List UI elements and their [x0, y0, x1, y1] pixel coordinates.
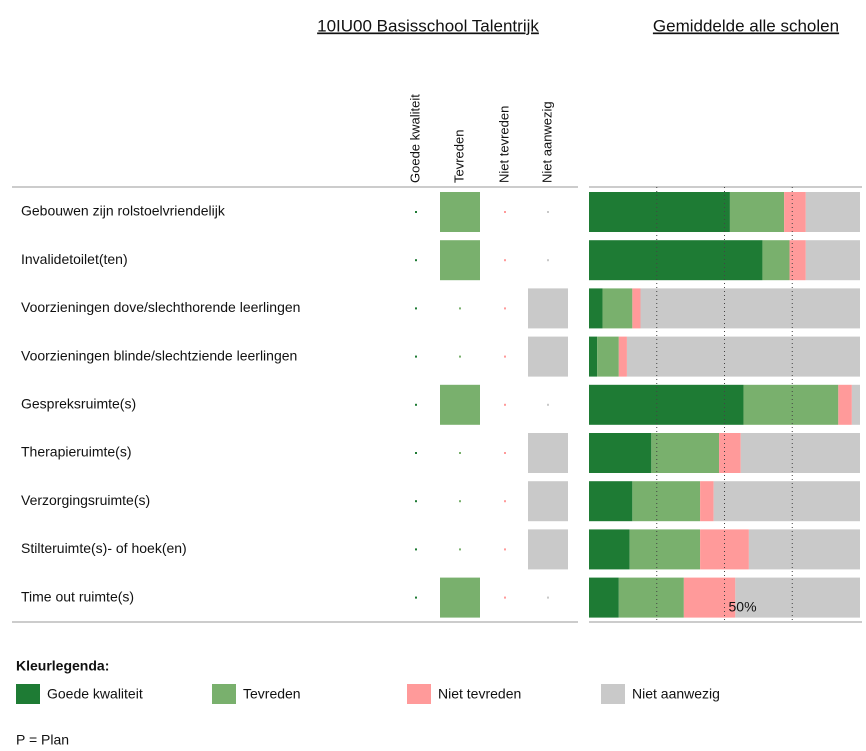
status-cell — [440, 577, 480, 618]
status-dot — [415, 596, 417, 599]
row-label: Gespreksruimte(s) — [21, 396, 136, 412]
bar-segment — [629, 529, 701, 570]
bar-segment — [589, 192, 730, 232]
row-label: Voorzieningen blinde/slechtziende leerli… — [21, 347, 297, 363]
status-cell — [528, 336, 568, 377]
bar-segment — [618, 577, 684, 618]
status-cell — [528, 481, 568, 522]
status-dot — [415, 548, 417, 551]
status-dot — [415, 403, 417, 406]
bar-segment — [589, 529, 630, 570]
school-title: 10IU00 Basisschool Talentrijk — [317, 16, 539, 35]
legend-label: Tevreden — [243, 686, 301, 702]
column-header: Goede kwaliteit — [407, 94, 422, 183]
status-dot — [504, 452, 506, 454]
bar-segment — [589, 288, 603, 329]
bar-segment — [632, 481, 701, 522]
status-dot — [459, 307, 461, 310]
bar-segment — [719, 433, 741, 473]
bar-segment — [640, 288, 860, 329]
bar-segment — [589, 384, 744, 425]
bar-segment — [589, 336, 598, 377]
row-label: Therapieruimte(s) — [21, 444, 131, 460]
bar-segment — [740, 433, 860, 473]
bar-segment — [597, 336, 619, 377]
status-cell — [528, 529, 568, 570]
status-dot — [504, 403, 506, 406]
bar-segment — [713, 481, 860, 522]
status-cell — [440, 384, 480, 425]
status-dot — [459, 548, 461, 551]
bar-segment — [589, 240, 763, 281]
bar-segment — [626, 336, 860, 377]
bar-segment — [762, 240, 790, 281]
status-dot — [504, 355, 506, 358]
bar-segment — [683, 577, 736, 618]
status-cell — [440, 240, 480, 281]
bar-segment — [789, 240, 806, 281]
status-dot — [415, 307, 417, 310]
row-label: Gebouwen zijn rolstoelvriendelijk — [21, 203, 226, 219]
bar-segment — [851, 384, 860, 425]
bar-segment — [589, 481, 633, 522]
average-title: Gemiddelde alle scholen — [653, 16, 839, 35]
bar-segment — [729, 192, 785, 232]
status-dot — [459, 355, 461, 358]
bar-segment — [748, 529, 860, 570]
status-dot — [547, 596, 549, 599]
legend-swatch — [16, 684, 40, 704]
legend-label: Niet tevreden — [438, 686, 521, 702]
bar-segment — [805, 192, 860, 232]
bar-segment — [632, 288, 641, 329]
legend-swatch — [601, 684, 625, 704]
row-label: Stilteruimte(s)- of hoek(en) — [21, 540, 187, 556]
footnote: P = Plan — [16, 732, 69, 748]
column-header: Niet tevreden — [496, 106, 511, 183]
column-header: Tevreden — [451, 130, 466, 183]
status-dot — [415, 211, 417, 213]
bar-segment — [743, 384, 839, 425]
status-dot — [547, 211, 549, 213]
row-label: Verzorgingsruimte(s) — [21, 492, 150, 508]
legend-label: Niet aanwezig — [632, 686, 720, 702]
status-dot — [504, 548, 506, 551]
column-header: Niet aanwezig — [539, 101, 554, 183]
bar-segment — [784, 192, 806, 232]
status-dot — [547, 403, 549, 406]
row-label: Time out ruimte(s) — [21, 588, 134, 604]
status-dot — [547, 259, 549, 262]
status-dot — [415, 500, 417, 503]
status-dot — [459, 452, 461, 454]
status-dot — [504, 307, 506, 310]
row-label: Voorzieningen dove/slechthorende leerlin… — [21, 299, 300, 315]
bar-segment — [602, 288, 633, 329]
status-dot — [504, 259, 506, 262]
bar-segment — [700, 481, 714, 522]
bar-segment — [589, 433, 652, 473]
bar-segment — [838, 384, 852, 425]
legend-label: Goede kwaliteit — [47, 686, 143, 702]
status-cell — [440, 192, 480, 232]
legend-title: Kleurlegenda: — [16, 658, 109, 674]
bar-segment — [735, 577, 860, 618]
bar-segment — [805, 240, 860, 281]
status-dot — [504, 211, 506, 213]
status-dot — [504, 596, 506, 599]
status-cell — [528, 288, 568, 329]
bar-segment — [700, 529, 749, 570]
status-dot — [504, 500, 506, 503]
row-label: Invalidetoilet(ten) — [21, 251, 128, 267]
status-dot — [459, 500, 461, 503]
bar-segment — [618, 336, 627, 377]
status-cell — [528, 433, 568, 473]
bar-segment — [651, 433, 720, 473]
status-dot — [415, 452, 417, 454]
legend-swatch — [407, 684, 431, 704]
legend-swatch — [212, 684, 236, 704]
status-dot — [415, 355, 417, 358]
bar-segment — [589, 577, 619, 618]
status-dot — [415, 259, 417, 262]
x-tick-label: 50% — [729, 599, 757, 615]
